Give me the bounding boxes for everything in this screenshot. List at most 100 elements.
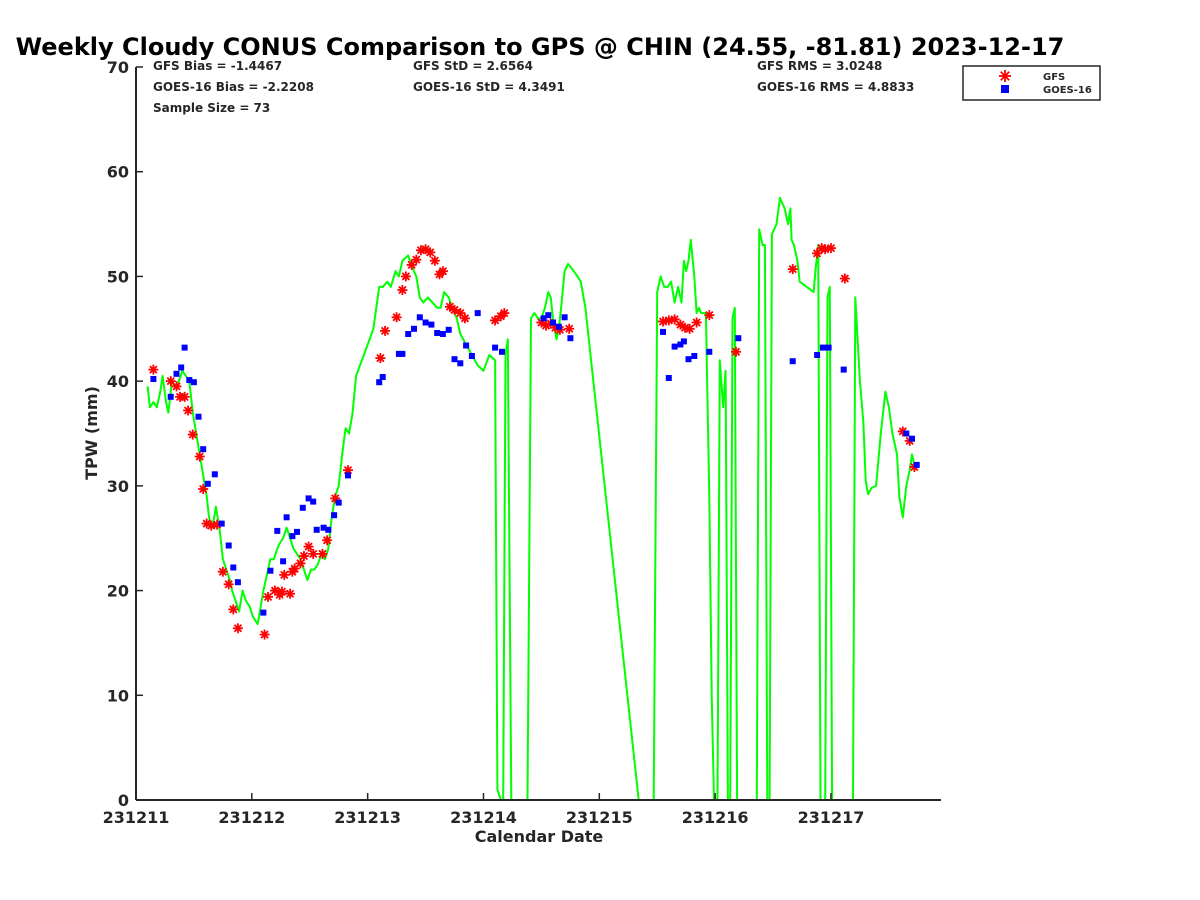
plot-area [146, 196, 920, 801]
y-tick-label: 30 [107, 477, 129, 496]
goes-point [677, 341, 684, 348]
goes-point [660, 328, 666, 335]
goes-point [819, 344, 826, 351]
goes-point [379, 374, 386, 380]
gfs-bias-text: GFS Bias = -1.4467 [153, 59, 282, 73]
goes-point [840, 366, 847, 373]
gfs-point [375, 353, 386, 364]
gfs-point [179, 391, 190, 402]
goes-point [331, 512, 338, 519]
goes-point [428, 321, 435, 328]
goes-point [218, 520, 225, 527]
gfs-point [820, 244, 831, 255]
goes-point [499, 348, 505, 355]
goes-point [335, 499, 342, 506]
legend-box [962, 65, 1101, 101]
stats-panel: GFS Bias = -1.4467 GOES-16 Bias = -2.220… [153, 59, 914, 115]
goes-point [313, 526, 320, 533]
gfs-rms-text: GFS RMS = 3.0248 [757, 59, 882, 73]
gfs-point [391, 312, 402, 323]
goes-point [550, 319, 556, 326]
goes-point [345, 472, 351, 479]
goes-point [274, 527, 281, 534]
gfs-point [425, 247, 436, 258]
gfs-point [298, 551, 309, 562]
x-tick-label: 231213 [334, 808, 401, 827]
gfs-point [183, 405, 194, 416]
goes-point [561, 314, 568, 321]
goes-point [825, 344, 832, 351]
goes-point [913, 461, 920, 468]
gfs-point [308, 548, 319, 559]
x-tick-label: 231215 [566, 808, 633, 827]
goes-point [680, 338, 687, 345]
goes-point [422, 319, 429, 326]
goes-point [310, 498, 317, 505]
gfs-point [730, 346, 741, 357]
gfs-point [263, 591, 274, 602]
gfs-point [148, 364, 159, 375]
gfs-point [704, 310, 715, 321]
gfs-point [232, 623, 243, 634]
goes-point [439, 331, 446, 337]
gfs-point [564, 323, 575, 334]
x-tick-label: 231214 [450, 808, 517, 827]
gfs-point [322, 535, 333, 546]
goes-point [280, 558, 287, 565]
goes-rms-text: GOES-16 RMS = 4.8833 [757, 80, 914, 94]
goes-point [540, 315, 547, 322]
series-gps [146, 196, 917, 801]
gfs-point [691, 317, 702, 328]
goes-point [789, 358, 796, 365]
gfs-point [411, 254, 422, 265]
series-goes-16 [150, 310, 920, 616]
gfs-point [397, 285, 408, 296]
series-gfs [148, 243, 920, 640]
gfs-point [400, 271, 411, 282]
gfs-point [380, 325, 391, 336]
goes-point [395, 350, 402, 357]
gfs-point [437, 266, 448, 277]
axes: 0 10 20 30 40 50 60 70 231211 231212 231213 231214 2… [103, 58, 941, 827]
y-tick-label: 10 [107, 686, 129, 705]
legend-label: GOES-16 [1043, 85, 1092, 96]
x-axis-label: Calendar Date [475, 827, 604, 846]
goes-point [909, 435, 915, 442]
goes-point [468, 353, 475, 359]
y-tick-label: 60 [107, 163, 129, 182]
gfs-point [658, 316, 669, 327]
goes-point [434, 330, 441, 336]
gfs-point [217, 566, 228, 577]
goes-point [474, 310, 481, 317]
goes-point [416, 314, 423, 321]
gfs-point [259, 629, 270, 640]
gfs-point [825, 243, 836, 254]
goes-point [289, 533, 296, 540]
legend-label: GFS [1043, 72, 1065, 83]
goes-point [178, 364, 185, 371]
x-tick-label: 231212 [218, 808, 285, 827]
goes-point [735, 335, 742, 342]
goes-point [305, 495, 312, 502]
goes-point [200, 446, 207, 453]
gfs-point [295, 558, 306, 569]
goes-point [325, 526, 332, 533]
goes-point [463, 342, 470, 349]
goes-point [195, 413, 202, 420]
goes-point [173, 370, 180, 377]
gps-line [146, 196, 917, 801]
goes-std-text: GOES-16 StD = 4.3491 [413, 80, 565, 94]
gfs-point [187, 429, 198, 440]
goes-point [545, 312, 552, 319]
goes-point [186, 377, 193, 384]
goes-point [234, 579, 241, 586]
sample-size-text: Sample Size = 73 [153, 101, 270, 115]
goes-point [260, 609, 267, 616]
x-tick-label: 231211 [103, 808, 170, 827]
gfs-point [285, 588, 296, 599]
gfs-point [276, 586, 287, 597]
gfs-point [839, 273, 850, 284]
goes-point [814, 352, 821, 358]
gfs-point [684, 323, 695, 334]
